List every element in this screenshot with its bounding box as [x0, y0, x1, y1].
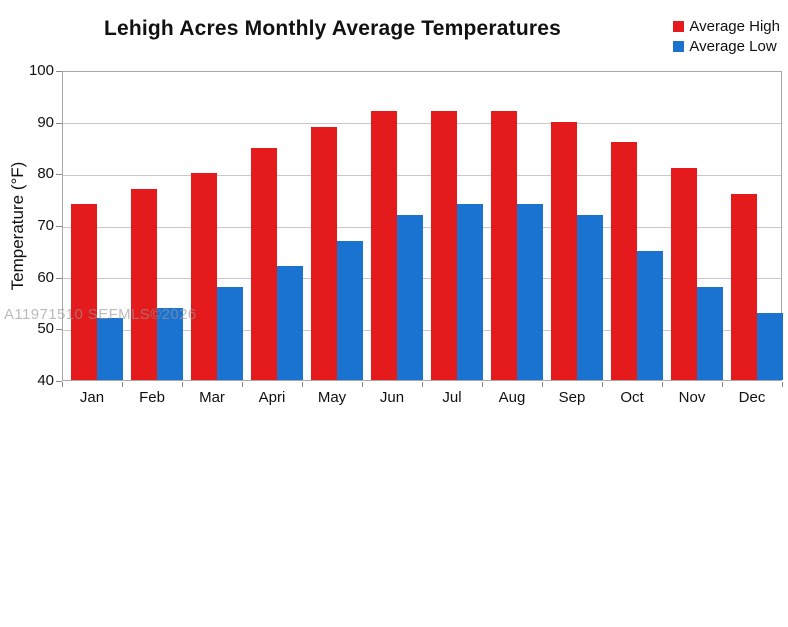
- bar-average-high-mar: [191, 173, 217, 380]
- x-axis-tick-0: [62, 382, 63, 387]
- gridline-90: [63, 123, 781, 125]
- bar-average-low-oct: [637, 250, 663, 380]
- x-axis-tick-1: [122, 382, 123, 387]
- bar-average-high-feb: [131, 188, 157, 380]
- x-tick-label-mar: Mar: [199, 389, 225, 406]
- y-tick-60: [56, 277, 62, 279]
- bar-average-high-dec: [731, 194, 757, 380]
- y-tick-label-60: 60: [37, 268, 54, 286]
- plot-area: [62, 71, 783, 381]
- x-tick-label-jan: Jan: [79, 389, 105, 406]
- watermark: A11971510 SEFMLS©2026: [4, 306, 197, 323]
- x-axis-tick-11: [722, 382, 723, 387]
- x-tick-label-jun: Jun: [379, 389, 405, 406]
- y-tick-80: [56, 174, 62, 176]
- legend-label-average-low: Average Low: [689, 38, 777, 55]
- y-tick-label-100: 100: [28, 62, 54, 79]
- bar-average-high-apri: [251, 147, 277, 380]
- x-tick-label-feb: Feb: [139, 389, 165, 406]
- gridline-80: [63, 174, 781, 176]
- bar-average-low-dec: [757, 312, 783, 380]
- x-axis-tick-10: [662, 382, 663, 387]
- legend-item-average-high: Average High: [673, 18, 780, 35]
- bar-average-low-feb: [157, 307, 183, 380]
- x-tick-label-apri: Apri: [258, 389, 286, 406]
- x-axis-tick-6: [422, 382, 423, 387]
- bar-average-low-jul: [457, 204, 483, 380]
- x-axis-tick-5: [362, 382, 363, 387]
- y-tick-100: [56, 71, 62, 72]
- bar-average-high-nov: [671, 168, 697, 380]
- legend-item-average-low: Average Low: [673, 38, 780, 55]
- x-axis-tick-2: [182, 382, 183, 387]
- x-tick-label-sep: Sep: [558, 389, 586, 406]
- bar-average-high-jun: [371, 111, 397, 380]
- legend-swatch-low: [673, 41, 685, 52]
- y-tick-label-40: 40: [37, 372, 54, 389]
- bar-average-high-jul: [431, 111, 457, 380]
- bar-average-low-nov: [697, 287, 723, 380]
- x-axis-tick-12: [782, 382, 783, 387]
- chart-title: Lehigh Acres Monthly Average Temperature…: [103, 17, 562, 40]
- bar-average-low-aug: [517, 204, 543, 380]
- x-tick-label-nov: Nov: [678, 389, 706, 406]
- bar-average-low-mar: [217, 287, 243, 380]
- x-tick-label-may: May: [317, 389, 347, 406]
- bar-average-low-may: [337, 240, 363, 380]
- bar-average-high-sep: [551, 121, 577, 380]
- bar-average-high-aug: [491, 111, 517, 380]
- y-tick-label-50: 50: [37, 320, 54, 338]
- y-tick-label-70: 70: [37, 217, 54, 234]
- legend-label-average-high: Average High: [689, 18, 780, 35]
- x-tick-label-jul: Jul: [442, 389, 462, 406]
- legend: Average High Average Low: [673, 18, 780, 55]
- x-tick-label-aug: Aug: [498, 389, 526, 406]
- bar-average-low-jun: [397, 214, 423, 380]
- bar-average-low-apri: [277, 266, 303, 380]
- y-tick-40: [56, 381, 62, 382]
- x-tick-label-dec: Dec: [738, 389, 766, 406]
- x-axis-tick-9: [602, 382, 603, 387]
- bar-average-low-sep: [577, 214, 603, 380]
- y-tick-50: [56, 329, 62, 331]
- bar-average-low-jan: [97, 318, 123, 380]
- y-tick-90: [56, 122, 62, 124]
- legend-swatch-high: [673, 21, 685, 32]
- bar-average-high-jan: [71, 204, 97, 380]
- y-tick-label-80: 80: [37, 165, 54, 183]
- bar-average-high-may: [311, 126, 337, 380]
- x-axis-tick-3: [242, 382, 243, 387]
- y-tick-label-90: 90: [37, 113, 54, 131]
- bar-average-high-oct: [611, 142, 637, 380]
- y-tick-70: [56, 226, 62, 227]
- x-axis-tick-8: [542, 382, 543, 387]
- x-axis-tick-4: [302, 382, 303, 387]
- x-tick-label-oct: Oct: [620, 389, 644, 406]
- x-axis-tick-7: [482, 382, 483, 387]
